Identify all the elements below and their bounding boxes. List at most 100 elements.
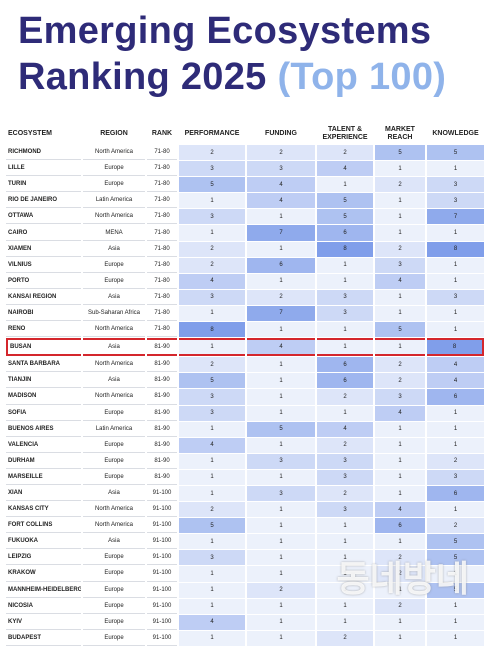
score-cell: 1 [427,322,484,338]
page: Emerging Ecosystems Ranking 2025 (Top 100… [6,10,484,646]
score-cell: 3 [427,469,484,485]
score-cell: 1 [375,534,425,550]
score-cell: 1 [179,630,245,646]
text-cell: 91-100 [147,502,177,518]
score-cell: 1 [247,241,315,257]
ecosystem-cell: XIAMEN [6,242,81,257]
score-cell: 5 [179,177,245,193]
column-header: REGION [100,129,128,137]
table-row: PORTO Europe 71-80 4 1 1 4 1 [6,273,484,289]
text-cell: North America [83,145,145,161]
score-cell: 2 [375,566,425,582]
ecosystem-cell: MADISON [6,389,81,405]
score-cell: 1 [375,485,425,502]
table-row: NICOSIA Europe 91-100 1 1 1 2 1 [6,598,484,614]
score-cell: 2 [375,550,425,566]
text-cell: 81-90 [147,357,177,373]
text-cell: Europe [83,161,145,177]
score-cell: 2 [317,437,373,453]
ecosystem-cell: RIO DE JANEIRO [6,193,81,209]
column-header: KNOWLEDGE [432,129,479,137]
score-cell: 1 [427,161,484,177]
table-row: LEIPZIG Europe 91-100 3 1 1 2 5 [6,550,484,566]
score-cell: 8 [427,241,484,257]
score-cell: 4 [375,405,425,421]
title-line1: Emerging Ecosystems [18,10,432,52]
table-row: FUKUOKA Asia 91-100 1 1 1 1 5 [6,534,484,550]
score-cell: 3 [179,289,245,305]
text-cell: 71-80 [147,209,177,225]
ecosystem-cell: FORT COLLINS [6,518,81,534]
score-cell: 1 [375,193,425,209]
table-row: KANSAI REGION Asia 71-80 3 2 3 1 3 [6,289,484,305]
score-cell: 1 [179,193,245,209]
score-cell: 1 [375,225,425,241]
column-header: PERFORMANCE [184,129,240,137]
table-row: KANSAS CITY North America 91-100 2 1 3 4 1 [6,502,484,518]
score-cell: 5 [317,193,373,209]
score-cell: 1 [247,469,315,485]
score-cell: 8 [427,338,484,357]
score-cell: 1 [317,405,373,421]
score-cell: 2 [179,257,245,273]
score-cell: 1 [179,485,245,502]
text-cell: Europe [83,550,145,566]
score-cell: 1 [427,257,484,273]
table-row: BUDAPEST Europe 91-100 1 1 2 1 1 [6,630,484,646]
score-cell: 1 [247,322,315,338]
score-cell: 1 [427,405,484,421]
score-cell: 1 [317,177,373,193]
column-header: MARKET REACH [385,125,415,141]
ecosystem-cell: MANNHEIM-HEIDELBERG [6,583,81,598]
score-cell: 4 [247,193,315,209]
ecosystem-cell: XIAN [6,486,81,502]
score-cell: 1 [179,469,245,485]
score-cell: 3 [179,389,245,405]
watermark: 동네방네 [336,558,469,599]
text-cell: 81-90 [147,470,177,485]
text-cell: Asia [83,290,145,305]
ecosystem-cell: RICHMOND [6,145,81,161]
score-cell: 1 [317,257,373,273]
score-cell: 1 [247,502,315,518]
ecosystem-cell: BUENOS AIRES [6,422,81,437]
score-cell: 1 [247,598,315,614]
score-cell: 2 [375,241,425,257]
score-cell: 3 [375,389,425,405]
score-cell: 4 [375,502,425,518]
text-cell: 91-100 [147,518,177,534]
title-highlight: (Top 100) [277,56,447,98]
text-cell: 71-80 [147,177,177,193]
score-cell: 1 [427,437,484,453]
text-cell: North America [83,389,145,405]
header-row: ECOSYSTEM REGION RANK PERFORMANCE FUNDING TAL… [6,123,484,144]
score-cell: 6 [317,373,373,389]
text-cell: North America [83,209,145,225]
text-cell: Europe [83,583,145,598]
score-cell: 1 [247,405,315,421]
text-cell: 91-100 [147,583,177,598]
table-row: OTTAWA North America 71-80 3 1 5 1 7 [6,209,484,225]
text-cell: 71-80 [147,306,177,322]
score-cell: 5 [247,421,315,437]
table-body: RICHMOND North America 71-80 2 2 2 5 5 LILLE Euro… [6,145,484,646]
text-cell: Asia [83,338,145,357]
table-row: SANTA BARBARA North America 81-90 2 1 6 2 4 [6,357,484,373]
score-cell: 8 [179,322,245,338]
score-cell: 1 [375,161,425,177]
score-cell: 6 [317,357,373,373]
score-cell: 2 [179,502,245,518]
title-line2: Ranking 2025 [18,56,267,98]
score-cell: 3 [179,161,245,177]
score-cell: 1 [317,338,373,357]
text-cell: North America [83,518,145,534]
score-cell: 2 [317,485,373,502]
score-cell: 2 [375,373,425,389]
score-cell: 1 [247,566,315,582]
score-cell: 6 [247,257,315,273]
score-cell: 2 [427,518,484,534]
text-cell: Latin America [83,422,145,437]
ecosystem-cell: KRAKOW [6,566,81,582]
ecosystem-cell: SANTA BARBARA [6,357,81,373]
table-row: XIAMEN Asia 71-80 2 1 8 2 8 [6,241,484,257]
